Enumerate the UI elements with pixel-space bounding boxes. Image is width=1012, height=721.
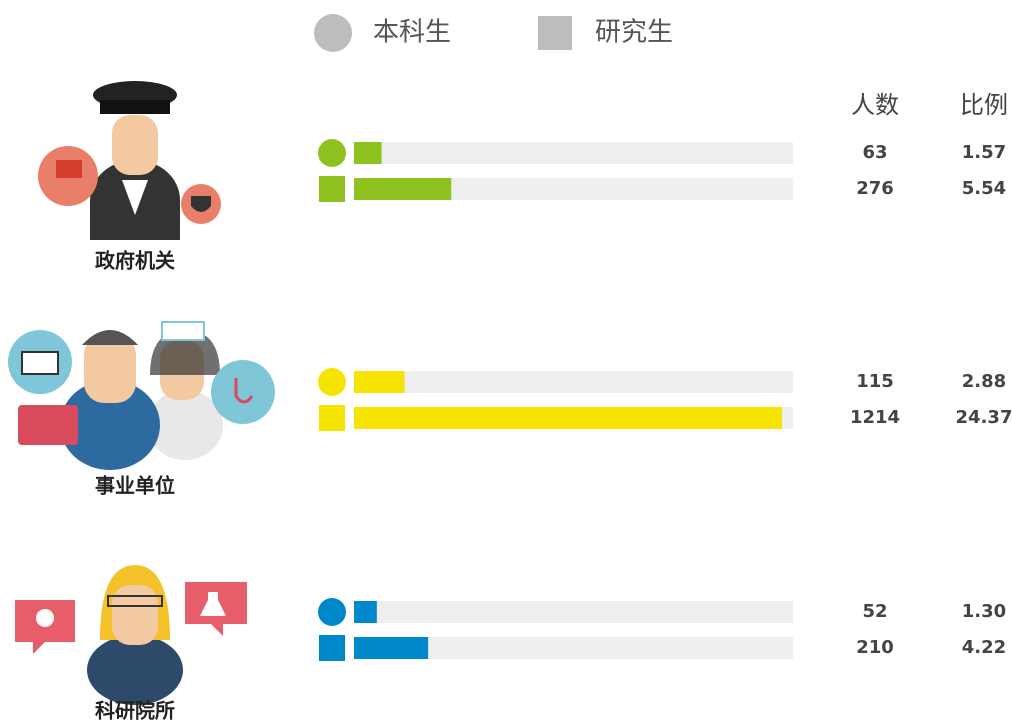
count-label: 210 [856, 637, 894, 658]
icon-research [15, 565, 247, 705]
bar-track [354, 142, 793, 164]
ratio-label: 1.57 [962, 142, 1006, 163]
series-marker [318, 368, 346, 396]
category-label: 事业单位 [95, 474, 175, 498]
bar [354, 142, 382, 164]
count-header: 人数 [851, 91, 899, 119]
bar [354, 637, 429, 659]
bar-track [354, 178, 793, 200]
series-marker [319, 176, 345, 202]
icon-institution [8, 321, 275, 470]
ratio-label: 24.37 [956, 407, 1012, 428]
bar [354, 601, 377, 623]
series-marker [319, 635, 345, 661]
count-label: 52 [862, 601, 887, 622]
bar [354, 407, 782, 429]
ratio-label: 5.54 [962, 178, 1006, 199]
count-label: 1214 [850, 407, 900, 428]
bar [354, 371, 405, 393]
bar [354, 178, 452, 200]
ratio-label: 1.30 [962, 601, 1006, 622]
ratio-header: 比例 [960, 91, 1008, 119]
legend-label: 研究生 [595, 18, 673, 48]
category-label: 政府机关 [95, 249, 175, 273]
legend-marker [314, 14, 352, 52]
count-label: 115 [856, 371, 894, 392]
category-label: 科研院所 [95, 699, 175, 721]
bar-track [354, 601, 793, 623]
series-marker [319, 405, 345, 431]
ratio-label: 4.22 [962, 637, 1006, 658]
legend-label: 本科生 [373, 18, 451, 48]
legend-marker [538, 16, 572, 50]
series-marker [318, 139, 346, 167]
count-label: 63 [862, 142, 887, 163]
icon-government [38, 81, 221, 240]
bar-track [354, 637, 793, 659]
series-marker [318, 598, 346, 626]
count-label: 276 [856, 178, 894, 199]
bar-track [354, 371, 793, 393]
ratio-label: 2.88 [962, 371, 1006, 392]
